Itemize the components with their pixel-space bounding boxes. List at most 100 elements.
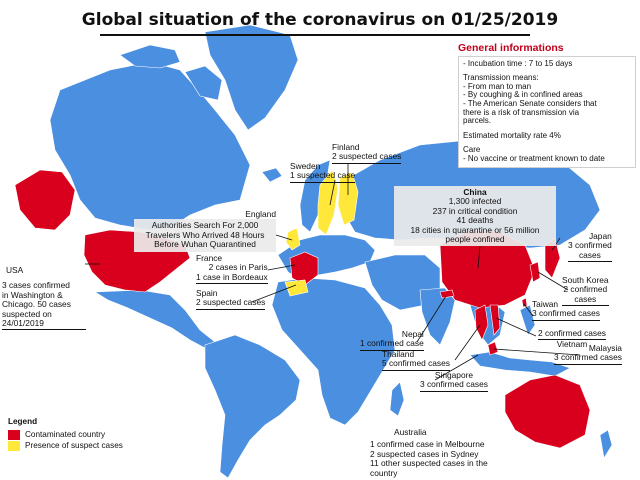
info-care-title: Care [463,145,481,155]
greenland [204,24,299,131]
spain-shape [284,279,309,297]
info-mortality: Estimated mortality rate 4% [463,130,561,140]
legend-label-contaminated: Contaminated country [25,430,106,439]
china-line-3: 41 deaths [456,215,494,226]
label-vietnam: 2 confirmed cases Vietnam [538,328,606,350]
title-underline [100,34,530,36]
philippines [519,304,536,336]
taiwan-shape [521,297,528,308]
label-nepal: Nepal 1 confirmed case [360,329,424,351]
info-heading: General informations [458,42,564,54]
thailand-line-1: 5 confirmed cases [382,359,450,371]
info-transmission-5: parcels. [463,116,492,126]
sweden-line-1: 1 suspected case [290,171,356,183]
vietnam-name: Vietnam [556,339,588,350]
label-sweden: Sweden 1 suspected case [290,161,356,183]
label-england: England Authorities Search For 2,000 Tra… [134,209,276,252]
madagascar [389,381,405,417]
australia-shape [504,374,591,449]
china-line-1: 1,300 infected [448,196,502,207]
legend-swatch-suspect [8,440,20,451]
korea-shape [529,261,541,283]
malaysia-line-1: 3 confirmed cases [554,353,622,365]
australia-line-1: 1 confirmed case in Melbourne [370,439,485,450]
india [419,287,456,346]
baffin-island [184,65,223,101]
south-korea-name: South Korea [562,275,609,285]
indonesia [469,351,571,377]
new-zealand [599,429,613,459]
label-china: China 1,300 infected 237 in critical con… [394,186,556,247]
australia-line-2: 2 suspected cases in Sydney [370,448,479,459]
usa-line-2: in Washington & [2,289,63,300]
finland-line-1: 2 suspected cases [332,152,402,164]
vietnam-line-1: 2 confirmed cases [538,328,606,341]
usa-line-1: 3 cases confirmed [2,280,70,291]
thailand-shape [474,304,489,341]
info-transmission-4: there is a risk of transmission via [463,107,580,117]
general-info-panel: General informations - Incubation time :… [458,42,636,168]
usa-line-5: 24/01/2019 [2,318,86,331]
taiwan-line-1: 3 confirmed cases [532,309,600,321]
sweden-name: Sweden [290,161,321,171]
label-thailand: Thailand 5 confirmed cases [382,349,450,371]
canada-land [49,61,251,231]
france-name: France [196,253,223,263]
info-incubation: - Incubation time : 7 to 15 days [463,58,573,68]
australia-line-3: 11 other suspected cases in the [370,458,488,469]
uk-shape [285,227,301,251]
legend-row-contaminated: Contaminated country [8,429,123,440]
taiwan-name: Taiwan [532,299,559,309]
nepal-name: Nepal [401,329,424,339]
japan-name: Japan [588,231,612,241]
info-card: - Incubation time : 7 to 15 days Transmi… [458,55,636,168]
china-line-4: 18 cities in quarantine or 56 million [410,224,540,235]
sweden-shape [317,169,339,236]
africa [271,277,396,426]
arctic-islands [119,44,181,69]
legend-title: Legend [8,417,38,426]
france-shape [289,251,319,286]
info-transmission-title: Transmission means: [463,73,539,83]
china-line-2: 237 in critical condition [432,205,518,216]
legend-swatch-contaminated [8,429,20,440]
australia-line-4: country [370,467,398,478]
australia-name: Australia [394,427,427,437]
info-transmission-2: - By coughing & in confined areas [463,90,583,100]
france-line-2: 1 case in Bordeaux [196,272,268,285]
label-japan: Japan 3 confirmed cases [568,231,612,263]
usa-line-3: Chicago. 50 cases [2,299,71,310]
label-australia: Australia 1 confirmed case in Melbourne … [370,427,522,478]
label-finland: Finland 2 suspected cases [332,142,402,164]
england-name: England [245,209,276,219]
thailand-name: Thailand [382,349,415,359]
legend-label-suspect: Presence of suspect cases [25,441,123,450]
japan-line-1: 3 confirmed [568,240,612,251]
legend: Legend Contaminated country Presence of … [8,416,123,451]
nepal-shape [439,289,455,299]
south-korea-line-1: 2 confirmed [563,284,608,295]
info-transmission-1: - From man to man [463,81,532,91]
finland-name: Finland [332,142,360,152]
singapore-name: Singapore [434,370,474,380]
south-america [204,334,301,479]
france-line-1: 2 cases in Paris [208,262,268,273]
japan-line-2: cases [568,250,612,263]
info-care: - No vaccine or treatment known to date [463,153,605,163]
label-spain: Spain 2 suspected cases [196,288,266,310]
singapore-line-1: 3 confirmed cases [420,380,488,392]
spain-name: Spain [196,288,218,298]
finland-shape [337,171,359,226]
england-line-2: Travelers Who Arrived 48 Hours [145,229,265,240]
china-name: China [463,187,487,197]
alaska-shape [14,169,76,231]
legend-row-suspect: Presence of suspect cases [8,440,123,451]
spain-line-1: 2 suspected cases [196,298,266,310]
page-title: Global situation of the coronavirus on 0… [81,10,559,30]
england-line-1: Authorities Search For 2,000 [151,220,259,231]
malaysia-name: Malaysia [588,343,622,353]
usa-name: USA [6,265,24,275]
england-line-3: Before Wuhan Quarantined [154,239,256,250]
south-korea-line-2: cases [562,294,609,307]
info-transmission-3: - The American Senate considers that [463,98,597,108]
